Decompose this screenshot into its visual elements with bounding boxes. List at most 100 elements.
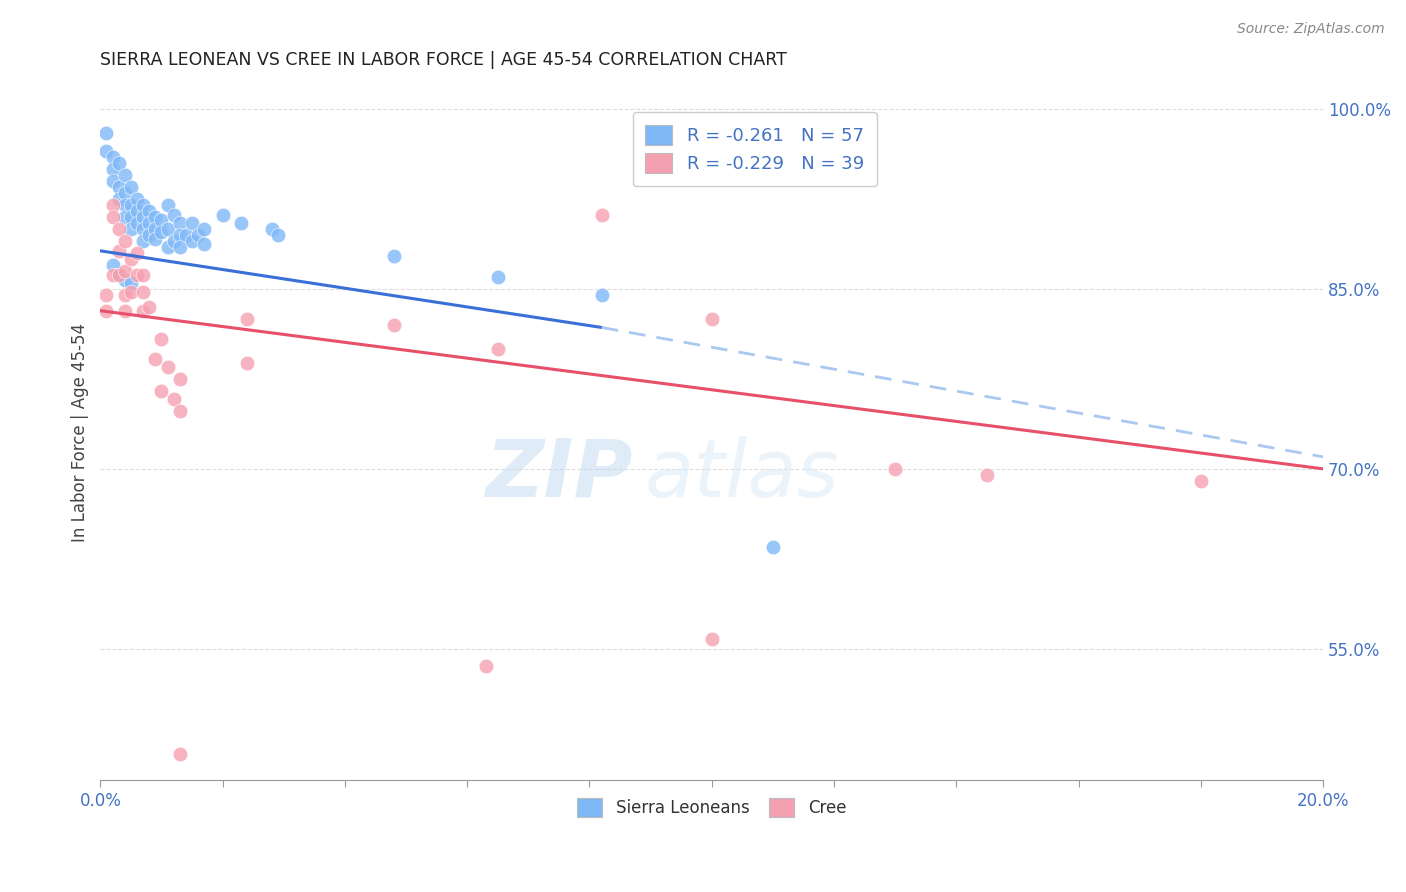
Point — [107, 268, 129, 282]
Point — [181, 234, 204, 248]
Point — [260, 222, 283, 236]
Point — [229, 216, 252, 230]
Point — [132, 222, 155, 236]
Point — [114, 303, 136, 318]
Point — [169, 240, 191, 254]
Point — [181, 216, 204, 230]
Point — [382, 318, 405, 332]
Point — [486, 342, 509, 356]
Point — [150, 384, 173, 398]
Point — [145, 222, 167, 236]
Point — [101, 150, 124, 164]
Text: ZIP: ZIP — [485, 435, 633, 514]
Point — [145, 211, 167, 225]
Point — [145, 232, 167, 246]
Point — [163, 208, 186, 222]
Point — [193, 222, 215, 236]
Point — [132, 268, 155, 282]
Point — [762, 540, 785, 554]
Point — [114, 169, 136, 183]
Point — [132, 234, 155, 248]
Point — [145, 351, 167, 366]
Point — [125, 216, 148, 230]
Legend: Sierra Leoneans, Cree: Sierra Leoneans, Cree — [571, 791, 853, 824]
Point — [591, 208, 613, 222]
Point — [107, 268, 129, 282]
Point — [187, 228, 209, 243]
Point — [120, 276, 142, 290]
Point — [236, 312, 259, 326]
Point — [474, 659, 496, 673]
Point — [125, 246, 148, 260]
Point — [96, 145, 118, 159]
Point — [211, 208, 233, 222]
Point — [132, 303, 155, 318]
Point — [107, 156, 129, 170]
Point — [150, 212, 173, 227]
Point — [174, 228, 197, 243]
Point — [101, 258, 124, 272]
Point — [150, 333, 173, 347]
Point — [138, 228, 160, 243]
Point — [107, 180, 129, 194]
Point — [101, 162, 124, 177]
Point — [193, 236, 215, 251]
Point — [169, 747, 191, 761]
Point — [96, 303, 118, 318]
Point — [138, 300, 160, 314]
Point — [120, 285, 142, 299]
Point — [120, 180, 142, 194]
Text: Source: ZipAtlas.com: Source: ZipAtlas.com — [1237, 22, 1385, 37]
Point — [163, 392, 186, 407]
Point — [120, 252, 142, 267]
Point — [486, 270, 509, 285]
Point — [107, 192, 129, 206]
Point — [114, 211, 136, 225]
Point — [169, 372, 191, 386]
Point — [163, 234, 186, 248]
Y-axis label: In Labor Force | Age 45-54: In Labor Force | Age 45-54 — [72, 324, 89, 542]
Point — [169, 216, 191, 230]
Point — [114, 234, 136, 248]
Point — [169, 404, 191, 418]
Point — [236, 356, 259, 370]
Point — [132, 198, 155, 212]
Point — [114, 186, 136, 201]
Point — [120, 198, 142, 212]
Point — [101, 211, 124, 225]
Point — [591, 288, 613, 302]
Point — [156, 198, 179, 212]
Point — [107, 222, 129, 236]
Point — [1189, 474, 1212, 488]
Point — [156, 359, 179, 374]
Point — [976, 467, 998, 482]
Point — [700, 312, 723, 326]
Point — [101, 268, 124, 282]
Point — [125, 204, 148, 219]
Point — [884, 462, 907, 476]
Point — [125, 268, 148, 282]
Point — [382, 249, 405, 263]
Point — [96, 127, 118, 141]
Point — [138, 204, 160, 219]
Text: atlas: atlas — [644, 435, 839, 514]
Point — [114, 264, 136, 278]
Point — [138, 216, 160, 230]
Point — [132, 285, 155, 299]
Point — [266, 228, 288, 243]
Point — [125, 192, 148, 206]
Point — [114, 198, 136, 212]
Point — [169, 228, 191, 243]
Point — [700, 632, 723, 646]
Point — [114, 272, 136, 286]
Point — [101, 174, 124, 188]
Point — [132, 211, 155, 225]
Point — [120, 211, 142, 225]
Point — [101, 198, 124, 212]
Point — [156, 240, 179, 254]
Point — [96, 288, 118, 302]
Point — [156, 222, 179, 236]
Point — [107, 244, 129, 258]
Text: SIERRA LEONEAN VS CREE IN LABOR FORCE | AGE 45-54 CORRELATION CHART: SIERRA LEONEAN VS CREE IN LABOR FORCE | … — [100, 51, 787, 69]
Point — [150, 225, 173, 239]
